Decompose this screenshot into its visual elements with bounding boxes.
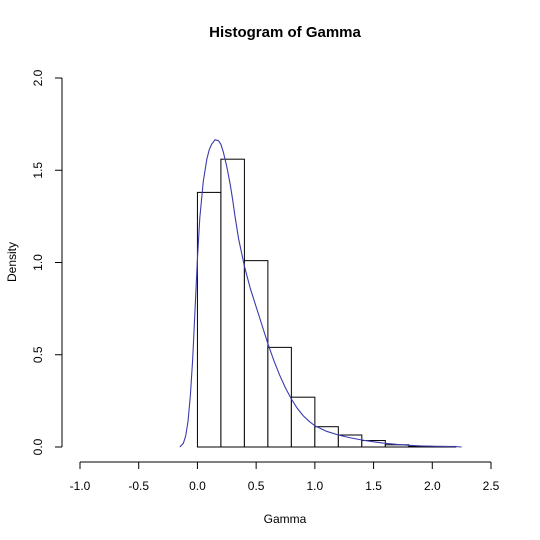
x-axis-label: Gamma <box>264 512 307 526</box>
x-tick-label-1: -0.5 <box>128 479 149 493</box>
y-tick-label-2: 1.0 <box>31 254 45 271</box>
chart-title: Histogram of Gamma <box>209 24 361 41</box>
x-tick-label-7: 2.5 <box>483 479 500 493</box>
y-tick-label-1: 0.5 <box>31 346 45 363</box>
y-tick-label-0: 0.0 <box>31 438 45 455</box>
x-axis: -1.0 -0.5 0.0 0.5 1.0 1.5 2.0 2.5 <box>70 461 500 493</box>
density-curve <box>179 139 462 448</box>
histogram-bar-2 <box>243 260 269 448</box>
y-axis-label: Density <box>5 242 19 282</box>
x-tick-label-0: -1.0 <box>70 479 91 493</box>
x-tick-label-4: 1.0 <box>307 479 324 493</box>
histogram-bar-4 <box>290 396 316 448</box>
histogram-bars <box>196 158 457 448</box>
x-tick-label-3: 0.5 <box>248 479 265 493</box>
histogram-bar-6 <box>337 434 363 448</box>
y-tick-label-4: 2.0 <box>31 69 45 86</box>
y-tick-label-3: 1.5 <box>31 162 45 179</box>
histogram-bar-0 <box>196 191 222 448</box>
y-axis: 0.0 0.5 1.0 1.5 2.0 <box>31 69 63 455</box>
histogram-bar-5 <box>314 426 339 448</box>
x-tick-label-2: 0.0 <box>189 479 206 493</box>
histogram-bar-3 <box>267 346 292 448</box>
x-tick-label-6: 2.0 <box>424 479 441 493</box>
x-tick-label-5: 1.5 <box>365 479 382 493</box>
